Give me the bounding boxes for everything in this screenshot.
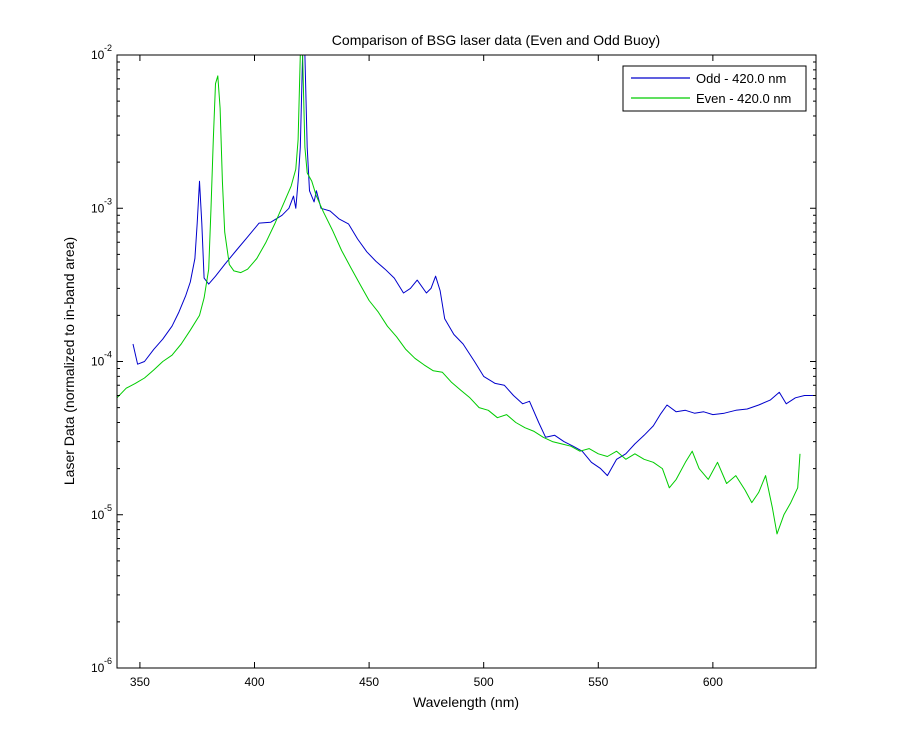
legend-label-odd: Odd - 420.0 nm	[696, 71, 786, 86]
y-tick-exponent: -2	[104, 43, 112, 53]
y-tick-label: 10	[91, 661, 105, 675]
x-tick-label: 450	[359, 675, 379, 689]
y-tick-label: 10	[91, 201, 105, 215]
x-tick-label: 550	[588, 675, 608, 689]
y-tick-label: 10	[91, 508, 105, 522]
chart-title: Comparison of BSG laser data (Even and O…	[332, 32, 660, 48]
x-tick-label: 350	[130, 675, 150, 689]
y-tick-exponent: -3	[104, 196, 112, 206]
series-line-odd	[132, 54, 816, 477]
y-tick-exponent: -4	[104, 350, 112, 360]
x-tick-label: 600	[703, 675, 723, 689]
y-tick-label: 10	[91, 48, 105, 62]
legend-box	[622, 65, 807, 112]
x-axis-label: Wavelength (nm)	[413, 694, 519, 710]
x-tick-label: 400	[244, 675, 264, 689]
y-tick-label: 10	[91, 355, 105, 369]
legend-label-even: Even - 420.0 nm	[696, 91, 791, 106]
plot-area	[117, 55, 816, 668]
y-axis-label: Laser Data (normalized to in-band area)	[61, 237, 77, 485]
y-tick-exponent: -6	[104, 656, 112, 666]
legend: Odd - 420.0 nm Even - 420.0 nm	[622, 65, 807, 112]
x-tick-label: 500	[474, 675, 494, 689]
series-layer	[116, 54, 816, 535]
y-tick-exponent: -5	[104, 503, 112, 513]
series-line-even	[116, 54, 801, 535]
